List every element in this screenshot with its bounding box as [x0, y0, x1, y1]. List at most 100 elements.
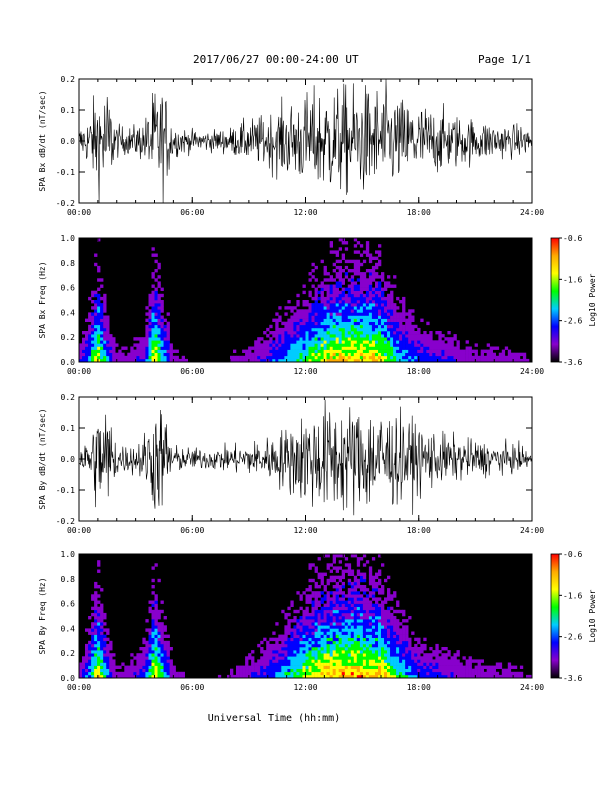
spectrogram-cell	[335, 647, 339, 651]
spectrogram-cell	[290, 653, 294, 657]
spectrogram-cell	[281, 640, 285, 645]
spectrogram-cell	[323, 643, 327, 648]
spectrogram-cell	[507, 355, 512, 360]
spectrogram-cell	[420, 337, 424, 341]
spectrogram-cell	[278, 327, 282, 332]
spectrogram-cell	[411, 349, 415, 353]
spectrogram-cell	[154, 259, 158, 264]
spectrogram-cell	[362, 337, 367, 341]
spectrogram-cell	[344, 616, 349, 620]
spectrogram-cell	[248, 349, 252, 353]
spectrogram-cell	[426, 659, 430, 663]
spectrogram-cell	[317, 603, 321, 607]
spectrogram-cell	[284, 653, 288, 657]
spectrogram-cell	[257, 337, 261, 341]
spectrogram-cell	[359, 296, 364, 301]
spectrogram-cell	[145, 349, 149, 353]
spectrogram-cell	[335, 581, 339, 586]
spectrogram-cell	[290, 671, 294, 676]
spectrogram-cell	[326, 594, 330, 598]
spectrogram-cell	[103, 671, 107, 676]
spectrogram-cell	[296, 625, 300, 629]
colorbar-label-1: Log10 Power	[588, 273, 597, 326]
spectrogram-cell	[311, 262, 315, 267]
spectrogram-cell	[378, 259, 382, 264]
spectrogram-cell	[356, 318, 361, 322]
spectrogram-cell	[390, 303, 394, 307]
spectrogram-cell	[100, 619, 104, 623]
spectrogram-cell	[148, 606, 152, 611]
spectrogram-cell	[154, 358, 158, 363]
spectrogram-cell	[82, 349, 86, 353]
spectrogram-cell	[151, 600, 155, 604]
spectrogram-cell	[242, 668, 246, 673]
spectrogram-cell	[399, 300, 403, 304]
spectrogram-cell	[302, 656, 306, 660]
spectrogram-cell	[160, 665, 164, 669]
spectrogram-cell	[378, 640, 382, 645]
spectrogram-cell	[362, 352, 367, 357]
waveform-line-2	[78, 399, 532, 516]
spectrogram-cell	[157, 634, 161, 638]
spectrogram-cell	[332, 594, 336, 598]
spectrogram-cell	[287, 637, 291, 642]
spectrogram-cell	[438, 662, 442, 666]
spectrogram-cell	[350, 281, 355, 285]
spectrogram-cell	[447, 337, 451, 341]
spectrogram-cell	[100, 609, 104, 614]
spectrogram-cell	[347, 284, 352, 288]
spectrogram-cell	[516, 352, 521, 357]
spectrogram-cell	[344, 606, 349, 611]
spectrogram-cell	[375, 309, 379, 313]
spectrogram-cell	[323, 296, 327, 301]
spectrogram-cell	[100, 647, 104, 651]
spectrogram-cell	[302, 321, 306, 326]
spectrogram-cell	[97, 337, 101, 341]
spectrogram-cell	[444, 337, 448, 341]
spectrogram-cell	[414, 643, 418, 648]
spectrogram-cell	[456, 662, 460, 666]
spectrogram-cell	[365, 327, 370, 332]
spectrogram-cell	[323, 334, 327, 338]
spectrogram-cell	[236, 668, 240, 673]
spectrogram-cell	[498, 662, 503, 666]
spectrogram-cell	[109, 665, 113, 669]
spectrogram-cell	[169, 346, 173, 350]
spectrogram-cell	[118, 674, 122, 679]
spectrogram-cell	[399, 337, 403, 341]
spectrogram-cell	[371, 315, 376, 319]
spectrogram-cell	[384, 609, 388, 614]
spectrogram-cell	[378, 346, 382, 350]
spectrogram-cell	[305, 300, 309, 304]
spectrogram-cell	[375, 315, 379, 319]
spectrogram-cell	[112, 343, 116, 347]
spectrogram-cell	[432, 650, 436, 654]
spectrogram-cell	[227, 674, 231, 679]
spectrogram-cell	[347, 293, 352, 298]
spectrogram-cell	[85, 628, 89, 632]
spectrogram-cell	[130, 355, 134, 360]
spectrogram-cell	[353, 293, 358, 298]
spectrogram-cell	[344, 643, 349, 648]
spectrogram-cell	[88, 656, 92, 660]
spectrogram-cell	[308, 340, 312, 344]
spectrogram-cell	[526, 674, 530, 679]
spectrogram-cell	[414, 355, 418, 360]
spectrogram-cell	[311, 640, 315, 645]
spectrogram-cell	[82, 346, 86, 350]
spectrogram-cell	[350, 346, 355, 350]
spectrogram-cell	[311, 650, 315, 654]
spectrogram-cell	[305, 634, 309, 638]
spectrogram-cell	[350, 597, 355, 601]
spectrogram-cell	[429, 346, 433, 350]
spectrogram-cell	[390, 659, 394, 663]
spectrogram-cell	[465, 662, 469, 666]
spectrogram-cell	[341, 253, 345, 257]
spectrogram-cell	[414, 637, 418, 642]
spectrogram-cell	[338, 303, 342, 307]
spectrogram-cell	[381, 287, 385, 291]
spectrogram-cell	[399, 331, 403, 335]
spectrogram-cell	[103, 303, 107, 307]
spectrogram-cell	[387, 656, 391, 660]
spectrogram-cell	[106, 358, 110, 363]
